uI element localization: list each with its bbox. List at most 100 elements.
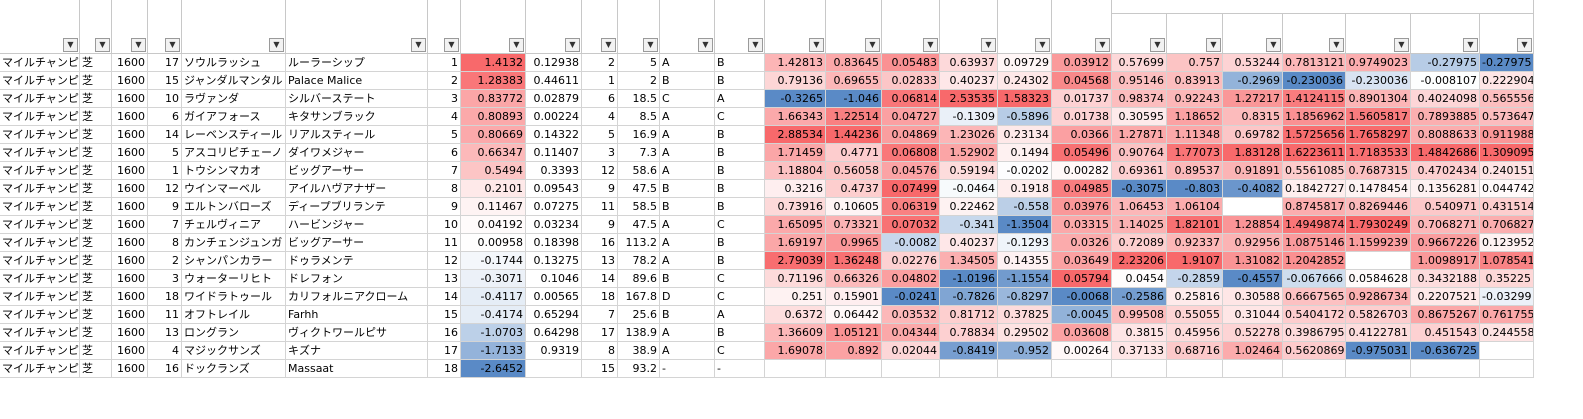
cell-m7_12[interactable]: 1.83128 bbox=[1223, 144, 1283, 162]
cell-diff[interactable]: 0.03234 bbox=[526, 216, 582, 234]
cell-pop[interactable]: 5 bbox=[582, 126, 618, 144]
cell-pred[interactable]: -1.7133 bbox=[461, 342, 526, 360]
cell-prevIdx[interactable]: 1.69197 bbox=[765, 234, 826, 252]
cell-horse[interactable]: ソウルラッシュ bbox=[182, 54, 286, 72]
filter-dropdown-icon[interactable]: ▼ bbox=[1206, 38, 1221, 52]
cell-dist[interactable]: 1600 bbox=[112, 216, 148, 234]
cell-umaban[interactable]: 7 bbox=[148, 216, 182, 234]
cell-m13_18[interactable] bbox=[1346, 360, 1411, 378]
cell-horse[interactable]: ラヴァンダ bbox=[182, 90, 286, 108]
cell-pop[interactable]: 9 bbox=[582, 216, 618, 234]
cell-umaban[interactable]: 16 bbox=[148, 360, 182, 378]
cell-sire[interactable]: ディープブリランテ bbox=[286, 198, 428, 216]
cell-cmpPrev[interactable]: -1.046 bbox=[826, 90, 882, 108]
cell-pop[interactable]: 17 bbox=[582, 324, 618, 342]
cell-prevIdx[interactable]: 1.71459 bbox=[765, 144, 826, 162]
cell-surface[interactable]: 芝 bbox=[80, 72, 112, 90]
cell-dist[interactable]: 1600 bbox=[112, 198, 148, 216]
cell-prevIdx[interactable] bbox=[765, 360, 826, 378]
cell-race[interactable]: マイルチャンピ bbox=[0, 108, 80, 126]
cell-corrPrev[interactable]: -0.0082 bbox=[882, 234, 940, 252]
cell-m16_21[interactable]: -0.636725 bbox=[1411, 342, 1480, 360]
cell-prevEval[interactable]: B bbox=[660, 72, 715, 90]
cell-diff[interactable]: 0.00565 bbox=[526, 288, 582, 306]
cell-corrPrev[interactable]: 0.02044 bbox=[882, 342, 940, 360]
cell-race[interactable]: マイルチャンピ bbox=[0, 342, 80, 360]
cell-cmpCur[interactable] bbox=[998, 360, 1052, 378]
cell-prevEval[interactable]: B bbox=[660, 198, 715, 216]
cell-umaban[interactable]: 14 bbox=[148, 126, 182, 144]
cell-diff[interactable]: 0.13275 bbox=[526, 252, 582, 270]
cell-horse[interactable]: マジックサンズ bbox=[182, 342, 286, 360]
cell-pop[interactable]: 16 bbox=[582, 234, 618, 252]
cell-m19_24[interactable]: 0.35225 bbox=[1480, 270, 1534, 288]
cell-sire[interactable]: シルバーステート bbox=[286, 90, 428, 108]
cell-m4_9[interactable]: -0.803 bbox=[1167, 180, 1223, 198]
cell-m7_12[interactable]: 0.52278 bbox=[1223, 324, 1283, 342]
filter-dropdown-icon[interactable]: ▼ bbox=[865, 38, 880, 52]
cell-m19_24[interactable]: -0.03299 bbox=[1480, 288, 1534, 306]
cell-corrCur[interactable]: 0.0366 bbox=[1052, 126, 1112, 144]
cell-dist[interactable]: 1600 bbox=[112, 90, 148, 108]
cell-surface[interactable]: 芝 bbox=[80, 360, 112, 378]
cell-surface[interactable]: 芝 bbox=[80, 108, 112, 126]
cell-m19_24[interactable] bbox=[1480, 360, 1534, 378]
cell-curIdx[interactable]: 0.22462 bbox=[940, 198, 998, 216]
cell-prevEval[interactable]: B bbox=[660, 306, 715, 324]
cell-pop[interactable]: 14 bbox=[582, 270, 618, 288]
cell-surface[interactable]: 芝 bbox=[80, 270, 112, 288]
cell-pred[interactable]: 0.80669 bbox=[461, 126, 526, 144]
cell-m13_18[interactable]: 0.9749023 bbox=[1346, 54, 1411, 72]
cell-sire[interactable]: キタサンブラック bbox=[286, 108, 428, 126]
cell-cmpPrev[interactable]: 1.36248 bbox=[826, 252, 882, 270]
cell-m16_21[interactable]: -0.27975 bbox=[1411, 54, 1480, 72]
cell-sire[interactable]: アイルハヴアナザー bbox=[286, 180, 428, 198]
cell-race[interactable]: マイルチャンピ bbox=[0, 216, 80, 234]
cell-m13_18[interactable]: 0.7687315 bbox=[1346, 162, 1411, 180]
cell-odds[interactable]: 89.6 bbox=[618, 270, 660, 288]
cell-m6[interactable]: 0.30595 bbox=[1112, 108, 1167, 126]
cell-diff[interactable]: 0.00224 bbox=[526, 108, 582, 126]
cell-cmpPrev[interactable]: 0.56058 bbox=[826, 162, 882, 180]
cell-dist[interactable]: 1600 bbox=[112, 360, 148, 378]
cell-pred[interactable]: -1.0703 bbox=[461, 324, 526, 342]
cell-prevEval[interactable]: A bbox=[660, 324, 715, 342]
cell-m10_15[interactable]: 0.5561085 bbox=[1283, 162, 1346, 180]
cell-prevEval[interactable]: B bbox=[660, 180, 715, 198]
cell-m6[interactable]: -0.3075 bbox=[1112, 180, 1167, 198]
cell-odds[interactable]: 18.5 bbox=[618, 90, 660, 108]
cell-m19_24[interactable]: 0.222904 bbox=[1480, 72, 1534, 90]
cell-m7_12[interactable]: 0.91891 bbox=[1223, 162, 1283, 180]
cell-prevIdx[interactable]: 0.251 bbox=[765, 288, 826, 306]
cell-m4_9[interactable]: 0.68716 bbox=[1167, 342, 1223, 360]
cell-corrPrev[interactable]: 0.04802 bbox=[882, 270, 940, 288]
cell-race[interactable]: マイルチャンピ bbox=[0, 144, 80, 162]
cell-cmpPrev[interactable]: 0.69655 bbox=[826, 72, 882, 90]
cell-odds[interactable]: 8.5 bbox=[618, 108, 660, 126]
cell-m10_15[interactable]: 1.0875146 bbox=[1283, 234, 1346, 252]
cell-umaban[interactable]: 8 bbox=[148, 234, 182, 252]
cell-cmpCur[interactable]: 1.58323 bbox=[998, 90, 1052, 108]
cell-corrCur[interactable]: 0.04985 bbox=[1052, 180, 1112, 198]
cell-m13_18[interactable]: 1.7183533 bbox=[1346, 144, 1411, 162]
cell-odds[interactable]: 5 bbox=[618, 54, 660, 72]
cell-curEval[interactable]: C bbox=[715, 216, 765, 234]
cell-m7_12[interactable]: 1.02464 bbox=[1223, 342, 1283, 360]
cell-surface[interactable]: 芝 bbox=[80, 90, 112, 108]
cell-cmpCur[interactable]: 0.23134 bbox=[998, 126, 1052, 144]
cell-prevIdx[interactable]: 2.88534 bbox=[765, 126, 826, 144]
cell-corrCur[interactable]: 0.01737 bbox=[1052, 90, 1112, 108]
cell-cmpCur[interactable]: -0.8297 bbox=[998, 288, 1052, 306]
cell-curEval[interactable]: - bbox=[715, 360, 765, 378]
cell-m13_18[interactable]: -0.230036 bbox=[1346, 72, 1411, 90]
cell-prevEval[interactable]: B bbox=[660, 270, 715, 288]
cell-m7_12[interactable]: 0.53244 bbox=[1223, 54, 1283, 72]
cell-prevEval[interactable]: A bbox=[660, 126, 715, 144]
cell-pop[interactable]: 7 bbox=[582, 306, 618, 324]
cell-corrCur[interactable]: 0.03649 bbox=[1052, 252, 1112, 270]
cell-diff[interactable]: 0.07275 bbox=[526, 198, 582, 216]
cell-m19_24[interactable]: 0.761755 bbox=[1480, 306, 1534, 324]
cell-horse[interactable]: トウシンマカオ bbox=[182, 162, 286, 180]
cell-cmpCur[interactable]: 0.1494 bbox=[998, 144, 1052, 162]
filter-dropdown-icon[interactable]: ▼ bbox=[1517, 38, 1532, 52]
